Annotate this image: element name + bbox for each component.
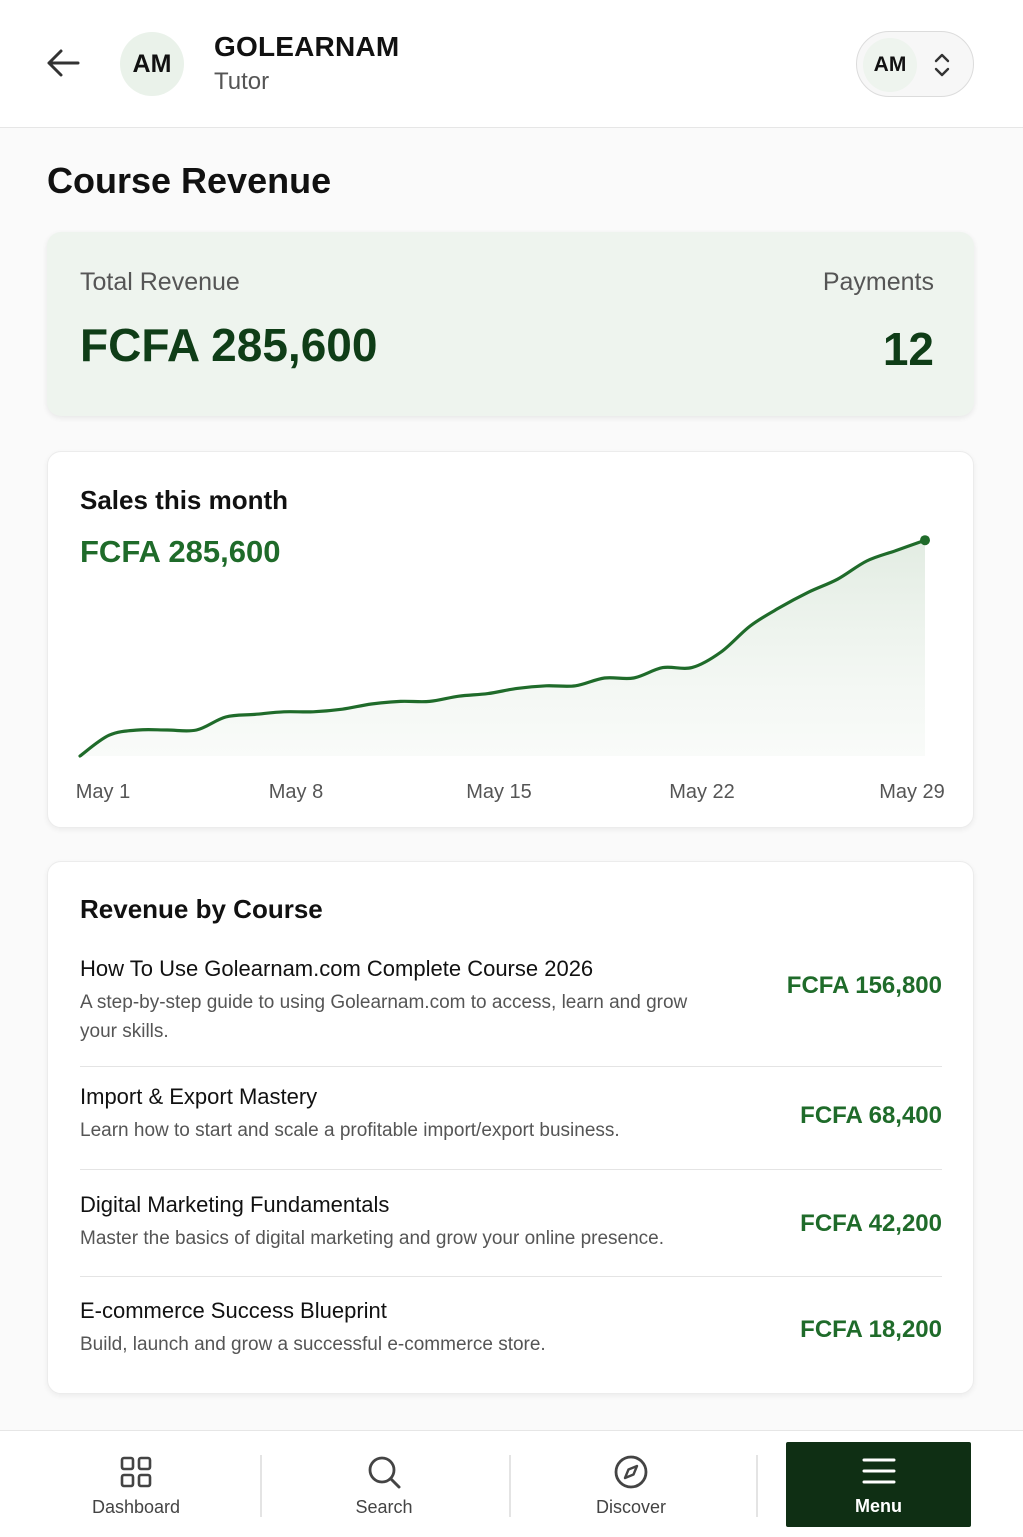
compass-icon	[614, 1455, 648, 1489]
nav-label: Discover	[595, 1497, 666, 1517]
sales-series-line	[78, 538, 927, 758]
revenue-summary-card: Total Revenue FCFA 285,600 Payments 12	[47, 232, 974, 416]
course-row[interactable]: Digital Marketing Fundamentals Master th…	[80, 1192, 942, 1262]
nav-search[interactable]: Search	[289, 1443, 479, 1527]
payments-value: 12	[882, 323, 934, 375]
nav-discover[interactable]: Discover	[536, 1443, 726, 1527]
nav-label: Menu	[855, 1496, 902, 1516]
chevron-up-down-icon	[934, 53, 950, 77]
x-tick-label: May 8	[269, 781, 323, 803]
sales-value: FCFA 285,600	[80, 534, 281, 569]
course-description: Learn how to start and scale a profitabl…	[80, 1120, 620, 1141]
account-avatar: AM	[863, 38, 917, 92]
x-tick-label: May 15	[466, 781, 532, 803]
total-revenue-label: Total Revenue	[80, 268, 240, 296]
brand-name: GOLEARNAM	[214, 31, 400, 62]
nav-label: Dashboard	[91, 1497, 181, 1517]
sales-title: Sales this month	[80, 485, 289, 515]
course-description: Master the basics of digital marketing a…	[80, 1228, 665, 1249]
course-amount: FCFA 18,200	[800, 1316, 942, 1343]
menu-icon	[862, 1458, 895, 1484]
app-header: AM GOLEARNAM Tutor AM	[0, 0, 1023, 128]
course-description: Build, launch and grow a successful e-co…	[80, 1334, 546, 1355]
sales-chart-card: May 1 May 8 May 15 May 22 May 29 Sales this …	[47, 451, 974, 828]
total-revenue-value: FCFA 285,600	[80, 319, 378, 371]
x-tick-label: May 29	[879, 781, 945, 803]
course-row[interactable]: E-commerce Success Blueprint Build, laun…	[80, 1298, 942, 1368]
revenue-by-course-card: Revenue by Course How To Use Golearnam.c…	[47, 861, 974, 1394]
page-title: Course Revenue	[47, 160, 332, 201]
course-name: E-commerce Success Blueprint	[80, 1298, 387, 1323]
user-role: Tutor	[214, 68, 270, 95]
course-row[interactable]: Import & Export Mastery Learn how to sta…	[80, 1084, 942, 1154]
course-amount: FCFA 156,800	[786, 972, 942, 999]
arrow-left-icon	[47, 49, 80, 77]
course-amount: FCFA 42,200	[800, 1210, 942, 1237]
sales-area-fill	[80, 540, 925, 756]
back-button[interactable]	[40, 40, 86, 86]
nav-separator	[756, 1455, 758, 1517]
course-name: How To Use Golearnam.com Complete Course…	[80, 956, 594, 981]
nav-menu[interactable]: Menu	[786, 1442, 971, 1527]
nav-label: Search	[355, 1497, 413, 1517]
search-icon	[368, 1456, 401, 1489]
payments-label: Payments	[822, 268, 934, 296]
course-name: Import & Export Mastery	[80, 1084, 318, 1109]
x-tick-label: May 1	[76, 781, 130, 803]
nav-dashboard[interactable]: Dashboard	[41, 1443, 231, 1527]
nav-separator	[260, 1455, 262, 1517]
divider	[80, 1276, 942, 1277]
nav-separator	[509, 1455, 511, 1517]
dashboard-grid-icon	[120, 1456, 152, 1488]
courses-title: Revenue by Course	[80, 894, 323, 924]
account-switcher[interactable]: AM	[856, 31, 974, 97]
course-row[interactable]: How To Use Golearnam.com Complete Course…	[80, 956, 942, 1056]
sales-endpoint-marker	[920, 535, 930, 546]
course-name: Digital Marketing Fundamentals	[80, 1192, 390, 1217]
x-tick-label: May 22	[669, 781, 735, 803]
divider	[80, 1169, 942, 1170]
bottom-navigation: Dashboard Search Discover Menu	[0, 1430, 1023, 1537]
course-amount: FCFA 68,400	[800, 1102, 942, 1129]
course-description: A step-by-step guide to using Golearnam.…	[80, 992, 688, 1042]
divider	[80, 1066, 942, 1067]
avatar: AM	[120, 32, 184, 96]
sales-chart: May 1 May 8 May 15 May 22 May 29	[76, 535, 945, 803]
